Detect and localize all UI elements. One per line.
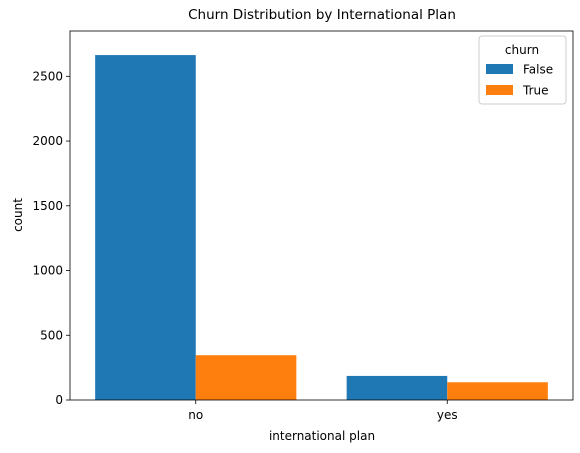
- y-tick-label: 2500: [32, 69, 63, 83]
- legend-label-false: False: [523, 63, 553, 77]
- y-tick-label: 1500: [32, 199, 63, 213]
- x-tick-label-no: no: [188, 408, 203, 422]
- y-axis-ticks: 0 500 1000 1500 2000 2500: [32, 69, 70, 407]
- bar-false-yes: [346, 375, 448, 400]
- bar-true-yes: [447, 382, 548, 400]
- y-tick-label: 1000: [32, 264, 63, 278]
- legend: churn False True: [478, 35, 567, 105]
- legend-title: churn: [505, 43, 539, 57]
- bars-layer: [95, 55, 548, 401]
- bar-false-no: [95, 55, 196, 401]
- legend-swatch-true: [486, 85, 513, 95]
- y-tick-label: 0: [55, 393, 63, 407]
- plot-frame: [69, 30, 574, 401]
- x-axis-label: international plan: [269, 429, 375, 443]
- y-tick-label: 2000: [32, 134, 63, 148]
- legend-swatch-false: [486, 64, 513, 74]
- x-axis-ticks: no yes: [188, 400, 458, 422]
- legend-items: False True: [486, 63, 553, 98]
- x-tick-label-yes: yes: [437, 408, 458, 422]
- y-axis-label: count: [11, 198, 25, 232]
- bar-true-no: [195, 355, 297, 400]
- legend-label-true: True: [522, 84, 549, 98]
- y-tick-label: 500: [40, 328, 63, 342]
- chart-title: Churn Distribution by International Plan: [188, 7, 456, 23]
